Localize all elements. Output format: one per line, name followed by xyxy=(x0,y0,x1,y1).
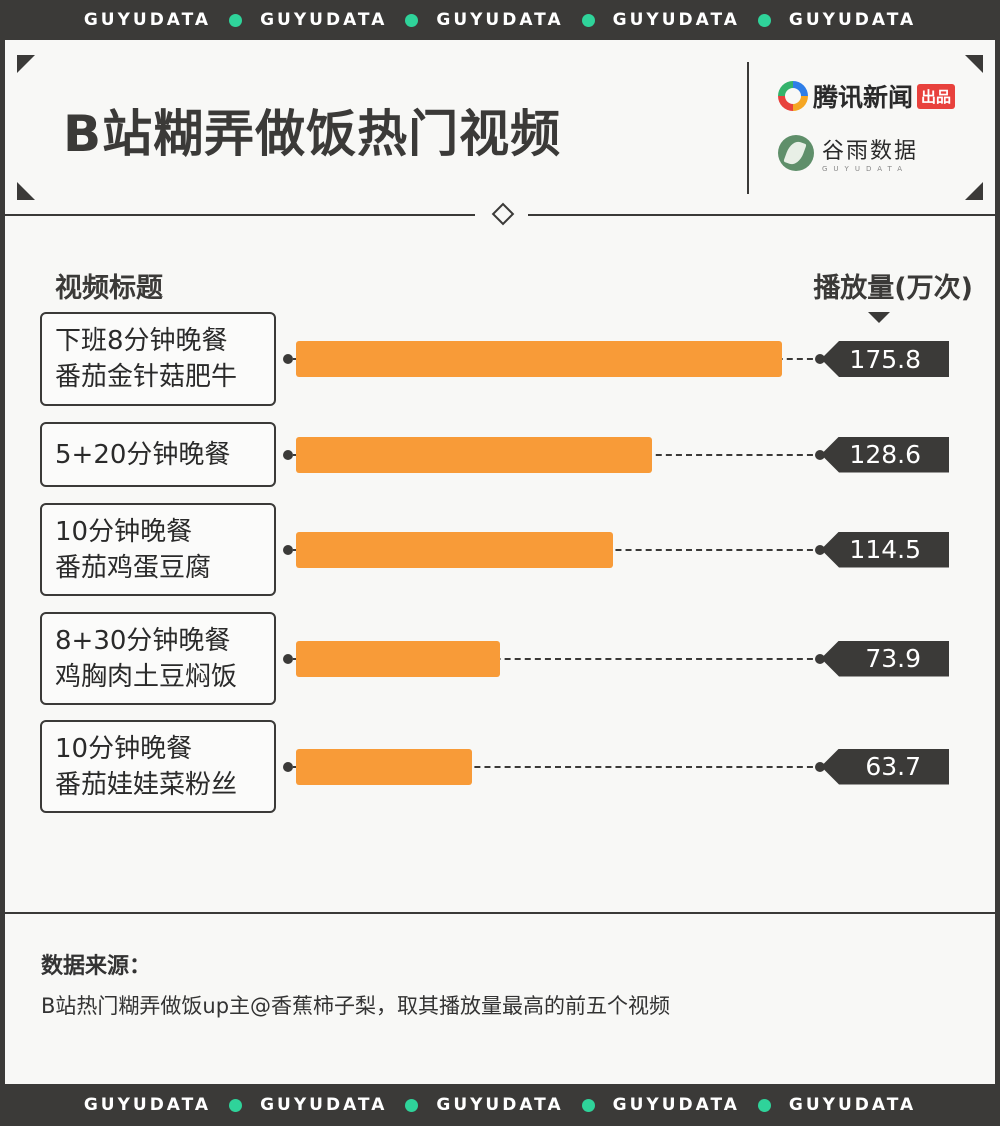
category-label-line: 8+30分钟晚餐 xyxy=(55,625,231,656)
main-panel: B站糊弄做饭热门视频 腾讯新闻 出品 谷雨数据 GUYUDATA 视频标题 播放… xyxy=(5,40,995,1084)
guyu-logo-icon xyxy=(778,135,814,171)
bar xyxy=(296,341,782,377)
corner-mark xyxy=(17,55,35,73)
source-text: B站热门糊弄做饭up主@香蕉柿子梨，取其播放量最高的前五个视频 xyxy=(41,994,671,1018)
connector-dot xyxy=(283,544,293,555)
bar xyxy=(296,640,501,677)
column-label-title: 视频标题 xyxy=(55,273,163,304)
leader-line xyxy=(293,657,823,660)
strip-word: GUYUDATA xyxy=(260,10,388,30)
value-label: 114.5 xyxy=(821,531,949,568)
header-rule xyxy=(5,214,475,216)
strip-dot-icon xyxy=(581,13,595,27)
brand1-badge: 出品 xyxy=(917,83,956,109)
connector-dot xyxy=(815,544,825,555)
header-rule xyxy=(528,214,995,216)
strip-dot-icon xyxy=(405,13,419,27)
connector-dot xyxy=(283,354,293,364)
connector-dot xyxy=(815,354,825,364)
connector-dot xyxy=(815,761,825,772)
diamond-ornament-icon xyxy=(491,202,515,226)
category-label-line: 番茄娃娃菜粉丝 xyxy=(55,769,238,800)
category-label-line: 鸡胸肉土豆焖饭 xyxy=(55,661,238,692)
strip-word: GUYUDATA xyxy=(788,1095,917,1115)
value-label: 63.7 xyxy=(821,748,949,785)
strip-dot-icon xyxy=(229,1098,243,1112)
category-label: 10分钟晚餐番茄娃娃菜粉丝 xyxy=(40,720,276,813)
category-label: 5+20分钟晚餐 xyxy=(40,422,276,487)
source-title: 数据来源： xyxy=(41,954,152,979)
strip-word: GUYUDATA xyxy=(83,1095,212,1115)
connector-dot xyxy=(283,761,293,772)
category-label-line: 5+20分钟晚餐 xyxy=(55,439,231,470)
strip-dot-icon xyxy=(581,1098,595,1112)
strip-dot-icon xyxy=(405,1098,419,1112)
tencent-news-brand: 腾讯新闻 出品 xyxy=(778,78,956,114)
connector-dot xyxy=(283,653,293,664)
brand2-name: 谷雨数据 xyxy=(822,139,919,164)
brand1-name: 腾讯新闻 xyxy=(813,83,914,112)
category-label-line: 10分钟晚餐 xyxy=(55,516,193,547)
corner-mark xyxy=(965,182,983,200)
strip-word: GUYUDATA xyxy=(612,1095,740,1115)
triangle-down-icon xyxy=(868,312,890,323)
corner-mark xyxy=(17,182,35,200)
tencent-news-logo-icon xyxy=(778,81,808,111)
bar xyxy=(296,748,473,785)
bottom-brand-strip: GUYUDATA GUYUDATA GUYUDATA GUYUDATA GUYUDATA xyxy=(0,1084,1000,1126)
brand2-sub: GUYUDATA xyxy=(822,165,908,173)
bar xyxy=(296,436,652,473)
strip-dot-icon xyxy=(757,13,771,27)
category-label-line: 下班8分钟晚餐 xyxy=(55,326,228,356)
category-label: 下班8分钟晚餐 番茄金针菇肥牛 xyxy=(40,312,276,406)
strip-word: GUYUDATA xyxy=(788,10,917,30)
corner-mark xyxy=(965,55,983,73)
strip-word: GUYUDATA xyxy=(436,1095,564,1115)
header-divider xyxy=(747,62,749,194)
connector-dot xyxy=(283,449,293,460)
connector-dot xyxy=(815,653,825,664)
strip-dot-icon xyxy=(757,1098,771,1112)
strip-word: GUYUDATA xyxy=(260,1095,388,1115)
category-label-line: 10分钟晚餐 xyxy=(55,733,193,764)
source-divider xyxy=(5,912,995,914)
value-label: 73.9 xyxy=(821,640,949,677)
column-label-views: 播放量(万次) xyxy=(813,273,973,304)
value-label: 175.8 xyxy=(821,341,949,377)
page-title: B站糊弄做饭热门视频 xyxy=(63,105,562,163)
strip-dot-icon xyxy=(229,13,243,27)
strip-word: GUYUDATA xyxy=(83,10,212,30)
connector-dot xyxy=(815,449,825,460)
guyu-data-brand: 谷雨数据 GUYUDATA xyxy=(778,133,918,173)
bar xyxy=(296,531,613,568)
value-label: 128.6 xyxy=(821,436,949,473)
category-label: 10分钟晚餐 番茄鸡蛋豆腐 xyxy=(40,503,276,596)
strip-word: GUYUDATA xyxy=(436,10,564,30)
category-label-line: 番茄金针菇肥牛 xyxy=(55,362,238,392)
category-label-line: 番茄鸡蛋豆腐 xyxy=(55,552,212,583)
category-label: 8+30分钟晚餐 鸡胸肉土豆焖饭 xyxy=(40,612,276,705)
leader-line xyxy=(293,765,823,768)
top-brand-strip: GUYUDATA GUYUDATA GUYUDATA GUYUDATA GUYUDATA xyxy=(0,0,1000,40)
strip-word: GUYUDATA xyxy=(612,10,740,30)
